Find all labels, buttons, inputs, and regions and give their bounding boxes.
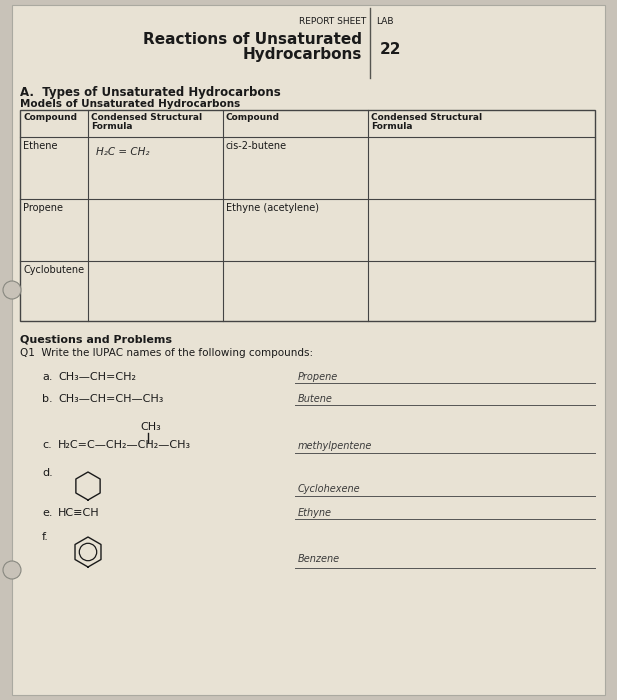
Text: Compound: Compound (23, 113, 77, 122)
Text: CH₃—CH=CH—CH₃: CH₃—CH=CH—CH₃ (58, 394, 164, 404)
Text: Compound: Compound (226, 113, 280, 122)
Text: cis-2-butene: cis-2-butene (226, 141, 287, 151)
Text: HC≡CH: HC≡CH (58, 508, 99, 518)
Bar (20, 110, 595, 321)
Text: Questions and Problems: Questions and Problems (20, 335, 172, 345)
Text: Formula: Formula (91, 122, 133, 131)
Text: CH₃—CH=CH₂: CH₃—CH=CH₂ (58, 372, 136, 382)
Text: e.: e. (42, 508, 52, 518)
Text: Ethyne: Ethyne (298, 508, 332, 518)
Text: Formula: Formula (371, 122, 413, 131)
Text: f.: f. (42, 532, 49, 542)
Text: a.: a. (42, 372, 52, 382)
Text: H₂C = CH₂: H₂C = CH₂ (96, 147, 149, 157)
Text: methylpentene: methylpentene (298, 441, 373, 451)
Text: Q1  Write the IUPAC names of the following compounds:: Q1 Write the IUPAC names of the followin… (20, 348, 313, 358)
Text: Butene: Butene (298, 394, 333, 404)
Text: Propene: Propene (23, 203, 63, 213)
Text: Hydrocarbons: Hydrocarbons (242, 47, 362, 62)
Text: b.: b. (42, 394, 52, 404)
Text: Benzene: Benzene (298, 554, 340, 564)
Text: H₂C=C—CH₂—CH₂—CH₃: H₂C=C—CH₂—CH₂—CH₃ (58, 440, 191, 450)
Text: Propene: Propene (298, 372, 338, 382)
Text: REPORT SHEET: REPORT SHEET (299, 17, 366, 26)
Text: Condensed Structural: Condensed Structural (91, 113, 202, 122)
Text: CH₃: CH₃ (140, 422, 161, 432)
Text: 22: 22 (380, 42, 402, 57)
Text: c.: c. (42, 440, 52, 450)
FancyBboxPatch shape (12, 5, 605, 695)
Text: Reactions of Unsaturated: Reactions of Unsaturated (143, 32, 362, 47)
Text: d.: d. (42, 468, 52, 478)
Text: Ethyne (acetylene): Ethyne (acetylene) (226, 203, 319, 213)
Text: Ethene: Ethene (23, 141, 57, 151)
Text: Condensed Structural: Condensed Structural (371, 113, 482, 122)
Circle shape (3, 281, 21, 299)
Text: Models of Unsaturated Hydrocarbons: Models of Unsaturated Hydrocarbons (20, 99, 240, 109)
Text: Cyclobutene: Cyclobutene (23, 265, 84, 275)
Text: Cyclohexene: Cyclohexene (298, 484, 360, 494)
Text: LAB: LAB (376, 17, 394, 26)
Text: A.  Types of Unsaturated Hydrocarbons: A. Types of Unsaturated Hydrocarbons (20, 86, 281, 99)
Circle shape (3, 561, 21, 579)
